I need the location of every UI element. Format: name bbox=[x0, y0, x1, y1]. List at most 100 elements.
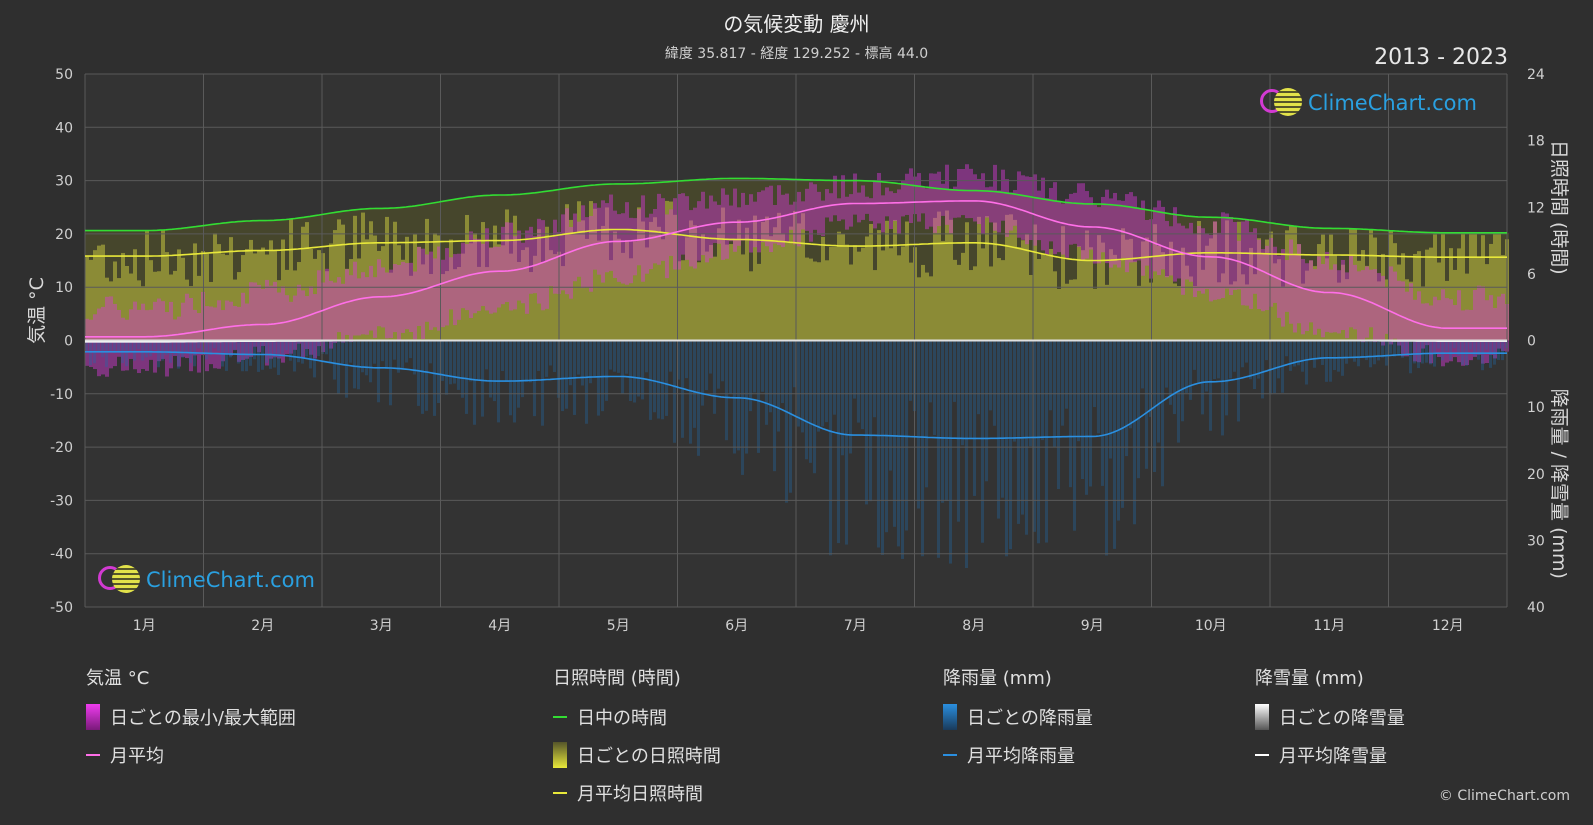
rain-daily-bar bbox=[225, 340, 228, 371]
rain-daily-bar bbox=[113, 340, 116, 354]
rain-daily-bar bbox=[341, 340, 344, 364]
legend-item-snow-daily: 日ごとの降雪量 bbox=[1255, 704, 1405, 730]
sunshine-daily-bar bbox=[1245, 284, 1249, 341]
rain-daily-bar bbox=[901, 340, 904, 559]
sunshine-daily-bar bbox=[189, 286, 193, 341]
temp-range-bar bbox=[273, 281, 277, 358]
rain-daily-bar bbox=[985, 340, 988, 482]
sunshine-daily-bar bbox=[777, 212, 781, 341]
temp-range-bar bbox=[781, 194, 785, 247]
daylight-bar bbox=[1245, 219, 1249, 341]
sunshine-daily-bar bbox=[1225, 220, 1229, 341]
rain-daily-bar bbox=[653, 340, 656, 413]
temp-range-bar bbox=[237, 306, 241, 362]
sunshine-daily-bar bbox=[1081, 250, 1085, 341]
temp-range-bar bbox=[165, 312, 169, 377]
sunshine-daily-bar bbox=[833, 247, 837, 341]
temp-range-bar bbox=[325, 268, 329, 341]
sunshine-daily-bar bbox=[1413, 253, 1417, 341]
temp-range-bar bbox=[793, 201, 797, 245]
temp-range-bar bbox=[909, 168, 913, 224]
sunshine-daily-bar bbox=[629, 258, 633, 341]
rain-daily-bar bbox=[421, 340, 424, 414]
sunshine-daily-bar bbox=[649, 221, 653, 341]
rain-daily-bar bbox=[457, 340, 460, 390]
rain-daily-bar bbox=[1105, 340, 1108, 556]
temp-range-bar bbox=[1101, 196, 1105, 253]
temp-range-bar bbox=[437, 246, 441, 331]
rain-daily-bar bbox=[1077, 340, 1080, 442]
sunshine-daily-bar bbox=[397, 245, 401, 341]
temp-range-bar bbox=[461, 242, 465, 309]
sunshine-daily-bar bbox=[1377, 281, 1381, 341]
sunshine-daily-bar bbox=[1137, 285, 1141, 341]
temp-range-bar bbox=[1365, 266, 1369, 338]
temp-range-bar bbox=[301, 290, 305, 359]
sunshine-daily-bar bbox=[673, 214, 677, 341]
rain-daily-bar bbox=[1421, 340, 1424, 364]
temp-range-bar bbox=[1489, 295, 1493, 355]
sunshine-daily-bar bbox=[1453, 269, 1457, 341]
sunshine-daily-bar bbox=[1421, 286, 1425, 341]
rain-daily-bar bbox=[613, 340, 616, 372]
rain-daily-bar bbox=[1125, 340, 1128, 457]
rain-daily-bar bbox=[565, 340, 568, 409]
rain-daily-bar bbox=[1201, 340, 1204, 415]
climechart-logo-icon bbox=[96, 565, 142, 595]
sunshine-daily-bar bbox=[641, 221, 645, 341]
sunshine-daily-bar bbox=[1013, 219, 1017, 341]
temp-range-bar bbox=[645, 217, 649, 274]
daylight-bar bbox=[1029, 196, 1033, 341]
rain-daily-bar bbox=[1257, 340, 1260, 379]
sunshine-daily-bar bbox=[1177, 285, 1181, 341]
logo-top[interactable]: ClimeChart.com bbox=[1258, 88, 1477, 118]
temp-range-bar bbox=[513, 236, 517, 310]
sunshine-daily-bar bbox=[1057, 288, 1061, 341]
temp-range-bar bbox=[933, 173, 937, 233]
sunshine-daily-bar bbox=[1389, 230, 1393, 341]
sunshine-daily-bar bbox=[1437, 262, 1441, 341]
sunshine-daily-bar bbox=[829, 246, 833, 341]
sunshine-daily-bar bbox=[341, 224, 345, 341]
temp-range-bar bbox=[893, 193, 897, 221]
sunshine-daily-bar bbox=[561, 266, 565, 341]
sunshine-daily-bar bbox=[325, 271, 329, 341]
temp-range-bar bbox=[1081, 183, 1085, 261]
sunshine-daily-bar bbox=[773, 227, 777, 341]
sunshine-daily-bar bbox=[577, 201, 581, 341]
sunshine-daily-bar bbox=[945, 210, 949, 341]
rain-daily-bar bbox=[1021, 340, 1024, 515]
rain-daily-bar bbox=[753, 340, 756, 393]
rain-daily-bar bbox=[805, 340, 808, 460]
sunshine-daily-bar bbox=[761, 221, 765, 341]
sunshine-daily-bar bbox=[1213, 221, 1217, 341]
logo-bottom[interactable]: ClimeChart.com bbox=[96, 565, 315, 595]
sunshine-daily-bar bbox=[1341, 264, 1345, 341]
daylight-bar bbox=[1065, 202, 1069, 341]
sunshine-daily-bar bbox=[1129, 238, 1133, 341]
series-line-sunshine bbox=[85, 228, 1507, 262]
rain-daily-bar bbox=[917, 340, 920, 509]
temp-range-bar bbox=[641, 195, 645, 282]
legend-item-sunshine-daily: 日ごとの日照時間 bbox=[553, 742, 721, 768]
temp-range-bar bbox=[765, 187, 769, 247]
temp-range-bar bbox=[825, 189, 829, 218]
temp-range-bar bbox=[1301, 258, 1305, 335]
temp-range-bar bbox=[333, 282, 337, 343]
temp-range-bar bbox=[1169, 226, 1173, 276]
rain-daily-bar bbox=[477, 340, 480, 381]
rain-daily-bar bbox=[105, 340, 108, 368]
temp-range-bar bbox=[1041, 177, 1045, 251]
sunshine-daily-bar bbox=[1273, 263, 1277, 341]
rain-daily-bar bbox=[1049, 340, 1052, 411]
temp-range-bar bbox=[1381, 275, 1385, 346]
temp-range-bar bbox=[125, 319, 129, 371]
rain-daily-bar bbox=[893, 340, 896, 527]
sunshine-daily-bar bbox=[425, 218, 429, 341]
rain-daily-bar bbox=[1449, 340, 1452, 360]
temp-range-bar bbox=[1257, 239, 1261, 309]
sunshine-daily-bar bbox=[1289, 225, 1293, 341]
sunshine-daily-swatch bbox=[553, 742, 567, 768]
sunshine-daily-bar bbox=[749, 271, 753, 341]
rain-daily-bar bbox=[745, 340, 748, 454]
